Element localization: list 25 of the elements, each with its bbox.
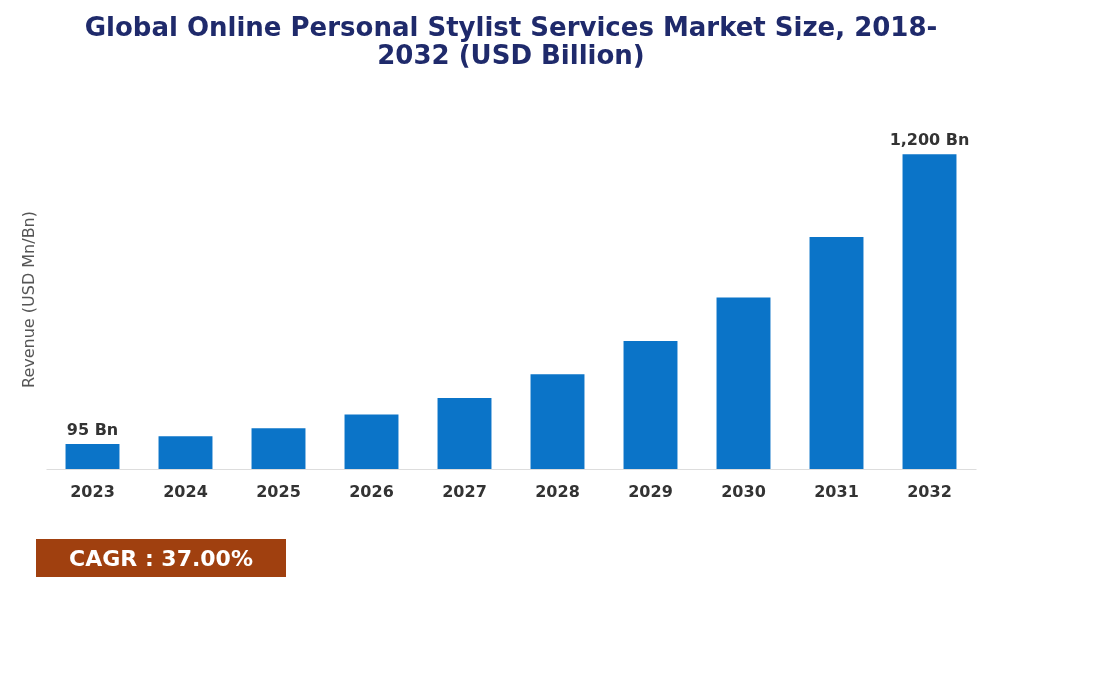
bar (65, 444, 120, 469)
bar (158, 436, 213, 469)
x-tick-label: 2026 (349, 481, 394, 501)
bar (902, 154, 957, 469)
bar (716, 297, 771, 469)
text: Global Online Personal Stylist Services Market Size, 2018- (84, 12, 938, 42)
x-tick-label: 2029 (628, 481, 673, 501)
x-tick-label: 2024 (163, 481, 208, 501)
bar (251, 428, 306, 469)
bar (623, 340, 678, 469)
bar (344, 414, 399, 469)
x-tick-label: 2025 (256, 481, 301, 501)
x-tick-label: 2023 (70, 481, 115, 501)
bar (809, 237, 864, 469)
x-tick-label: 2032 (907, 481, 952, 501)
x-tick-label: 2028 (535, 481, 580, 501)
x-tick-label: 2027 (442, 481, 487, 501)
y-axis-title: Revenue (USD Mn/Bn) (18, 211, 38, 388)
text: CAGR : 37.00% (69, 546, 253, 571)
bar (437, 397, 492, 469)
data-label: 95 Bn (66, 420, 119, 440)
x-tick-label: 2030 (721, 481, 766, 501)
data-label: 1,200 Bn (889, 130, 970, 150)
x-tick-label: 2031 (814, 481, 859, 501)
bar (530, 374, 585, 469)
